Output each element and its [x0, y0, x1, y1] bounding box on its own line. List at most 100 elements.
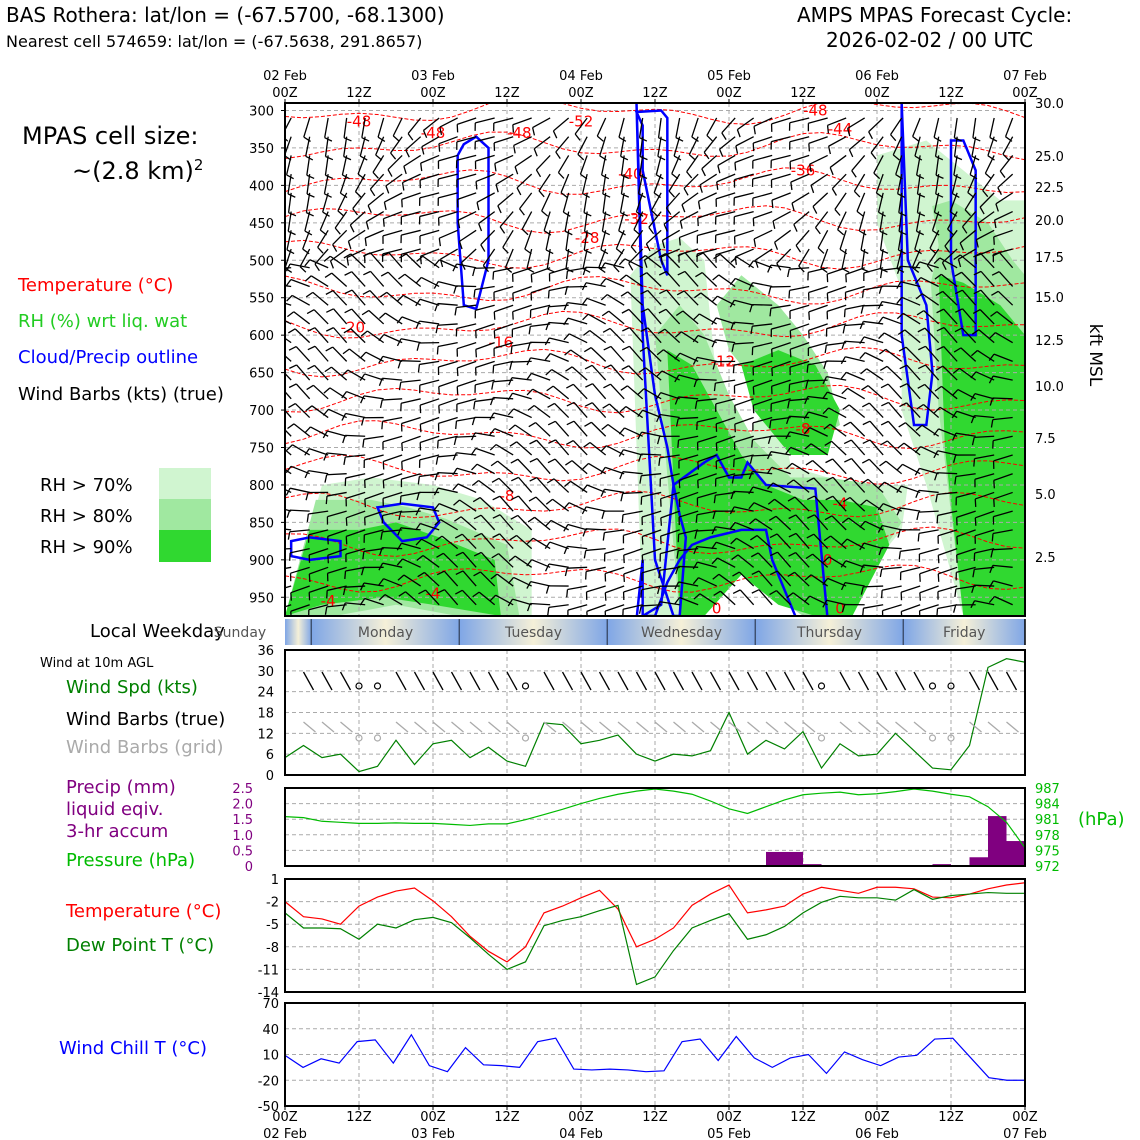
wind-barb-staff: [370, 270, 385, 287]
wind-barb-752: [769, 533, 792, 550]
wind-barb-feather: [398, 382, 402, 391]
wind-barb-staff: [420, 154, 440, 164]
wind-barb-staff: [808, 411, 828, 419]
wind-barb-feather: [914, 261, 921, 269]
wind-barb-feather: [964, 209, 972, 217]
temperature-contour-label-13: -8: [500, 487, 515, 505]
wind-barb-213: [396, 558, 421, 568]
wind-barb-feather: [433, 503, 440, 511]
wind-barb-578: [658, 308, 681, 325]
wind-barb-feather: [896, 507, 902, 516]
wind-barb-staff: [317, 229, 329, 248]
wind-barb-feather: [513, 145, 516, 154]
wind-barb-689: [733, 379, 754, 394]
wind-barb-feather: [359, 351, 367, 359]
wind-barb-staff: [341, 155, 348, 176]
wind-barb-feather: [809, 164, 812, 173]
wind-barb-staff: [475, 447, 495, 456]
top-hour-tick-4: 00Z: [568, 86, 594, 101]
wind-barb-feather: [991, 533, 994, 542]
wind-barb-staff: [577, 136, 588, 155]
wind-barb-feather: [954, 289, 963, 295]
wind-barb-feather: [695, 272, 703, 278]
wind-barb-feather: [848, 149, 854, 158]
wind-barb-staff: [956, 510, 976, 519]
weekday-band-2: [459, 619, 608, 645]
rh-90-label: RH > 90%: [40, 537, 133, 558]
wind-barb-126: [343, 454, 366, 466]
wind-barb-staff: [808, 285, 828, 294]
wind-barb-feather: [776, 263, 782, 271]
wind-barb-500: [603, 364, 625, 381]
wind-barb-feather: [749, 518, 756, 525]
wind-barb-staff: [755, 248, 773, 261]
barb-true-19: [635, 671, 648, 691]
wind-barb-staff: [585, 506, 606, 512]
wind-barb-feather: [665, 207, 672, 215]
wind-barb-feather: [977, 223, 982, 232]
wind-barb-staff: [604, 604, 625, 612]
wind-barb-44: [287, 423, 311, 437]
wind-barb-staff: [826, 599, 847, 606]
wind-barb-staff: [719, 136, 736, 150]
wind-barb-feather: [826, 293, 829, 302]
wind-barb-835: [822, 577, 847, 587]
wind-barb-480: [581, 506, 606, 515]
wind-barb-staff: [1002, 136, 1014, 155]
wind-barb-staff: [369, 173, 385, 190]
wind-barb-staff: [982, 173, 995, 191]
calm-barb-true-35: [928, 682, 937, 690]
wind-barb-staff: [947, 211, 958, 230]
top-day-tick-2: 04 Feb: [559, 69, 603, 84]
wind-barb-feather: [438, 405, 440, 414]
wind-barb-feather: [602, 403, 610, 409]
wind-barb-733: [771, 192, 791, 209]
wind-barb-395: [528, 421, 551, 437]
wind-barb-67: [307, 345, 329, 362]
hpa-tick-6: 600: [249, 329, 274, 344]
wind-barb-feather: [953, 254, 961, 261]
wind-barb-feather: [471, 480, 479, 486]
wind-barb-feather: [842, 325, 846, 334]
wind-barb-312: [473, 398, 495, 410]
wind-barb-staff: [644, 255, 662, 269]
wind-barb-feather: [973, 289, 982, 295]
wind-barb-staff: [775, 515, 792, 531]
wind-barb-staff: [420, 248, 440, 257]
wind-barb-1036: [973, 289, 995, 306]
wind-barb-feather: [526, 357, 532, 366]
wind-barb-feather: [637, 388, 645, 395]
wind-barb-792: [807, 285, 828, 301]
wind-barb-feather: [822, 391, 828, 400]
wind-barb-794: [808, 323, 828, 339]
wind-barb-feather: [973, 458, 976, 467]
wind-barb-staff: [456, 467, 477, 475]
wind-barb-staff: [285, 320, 292, 325]
wind-barb-feather: [753, 126, 756, 135]
wind-barb-feather: [564, 349, 572, 356]
wind-barb-feather: [979, 206, 985, 215]
wind-barb-feather: [990, 549, 994, 558]
wind-barb-staff: [697, 416, 717, 423]
wind-barb-416: [545, 321, 569, 331]
wind-barb-feather: [795, 245, 802, 253]
wind-barb-feather: [853, 190, 861, 198]
wind-barb-491: [618, 211, 626, 236]
wind-barb-feather: [735, 145, 739, 154]
wind-barb-staff: [400, 360, 421, 363]
wind-barb-815: [837, 211, 847, 236]
wind-barb-1075: [991, 529, 1013, 542]
wind-barb-946: [934, 136, 944, 161]
wind-barb-1055: [999, 155, 1014, 178]
wind-barb-feather: [806, 533, 815, 539]
wind-barb-staff: [771, 323, 791, 330]
wind-barb-222: [419, 229, 440, 244]
wind-barb-910: [879, 460, 903, 475]
wind-barb-feather: [973, 252, 981, 258]
wind-barb-feather: [674, 396, 679, 405]
wind-barb-staff: [382, 491, 403, 499]
temperature-contour-0: [285, 103, 1025, 125]
wind-barb-staff: [581, 173, 588, 194]
wind-barb-staff: [777, 551, 792, 568]
barb-true-8: [432, 671, 444, 691]
